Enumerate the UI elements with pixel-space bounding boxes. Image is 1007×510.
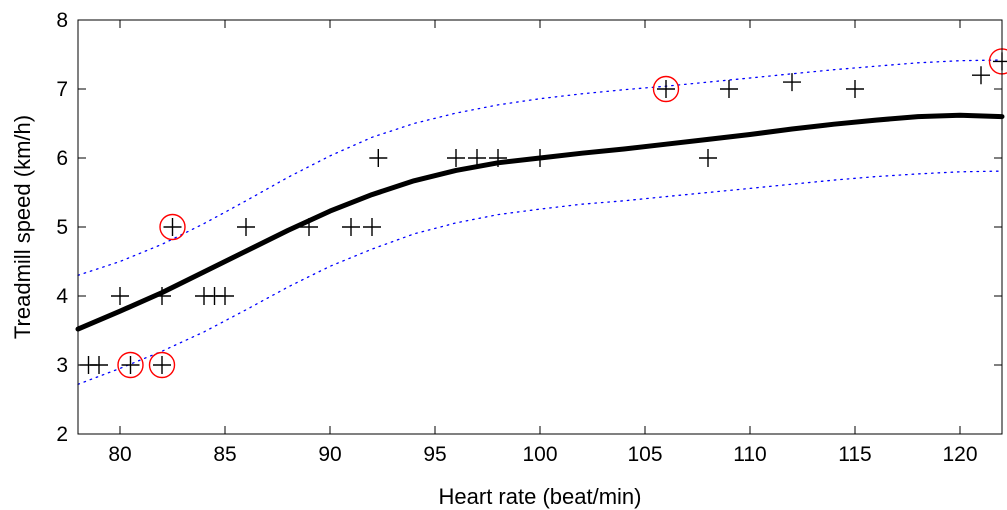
fit-curve-layer — [75, 112, 1005, 332]
data-point-16 — [468, 149, 486, 167]
x-tick-label-4: 100 — [522, 443, 557, 466]
data-point-1 — [90, 356, 108, 374]
confidence-band-layer — [77, 59, 1003, 385]
highlight-circles-layer — [117, 48, 1007, 379]
highlight-circle-1 — [148, 351, 176, 379]
data-point-22 — [783, 73, 801, 92]
plot-frame — [77, 19, 1003, 435]
data-points-layer — [79, 52, 1007, 374]
data-point-3 — [121, 356, 140, 374]
x-tick-label-1: 85 — [213, 443, 236, 466]
highlight-circle-0 — [117, 351, 144, 379]
data-point-14 — [369, 149, 388, 167]
y-tick-label-6: 8 — [56, 9, 68, 32]
data-point-23 — [846, 80, 864, 98]
data-point-5 — [153, 287, 171, 305]
data-point-21 — [720, 80, 738, 98]
data-point-12 — [342, 218, 360, 236]
y-tick-label-1: 3 — [56, 354, 68, 377]
y-tick-label-3: 5 — [56, 216, 68, 239]
y-tick-label-0: 2 — [56, 423, 68, 446]
x-tick-label-7: 115 — [838, 443, 871, 466]
data-point-25 — [993, 52, 1007, 71]
y-axis-label: Treadmill speed (km/h) — [10, 115, 35, 339]
y-tick-label-2: 4 — [56, 285, 68, 308]
data-point-9 — [216, 287, 234, 305]
x-tick-label-5: 105 — [627, 443, 662, 466]
highlight-circle-2 — [159, 213, 186, 241]
data-point-18 — [531, 149, 549, 167]
x-tick-label-3: 95 — [423, 443, 446, 466]
data-point-15 — [447, 149, 465, 167]
highlight-circle-3 — [652, 75, 680, 103]
y-tick-label-4: 6 — [56, 147, 68, 170]
data-point-13 — [363, 218, 381, 236]
data-point-11 — [300, 218, 318, 236]
axis-ticks-layer: 80 85 90 95 100 105 110 115 120 2 3 4 5 6 7 8 — [56, 9, 1002, 466]
x-tick-label-8: 120 — [942, 443, 977, 466]
data-point-2 — [111, 287, 129, 305]
x-tick-label-2: 90 — [318, 443, 341, 466]
data-point-4 — [153, 356, 171, 374]
data-point-6 — [163, 218, 182, 236]
data-point-24 — [972, 66, 990, 85]
data-point-20 — [699, 149, 717, 167]
data-point-19 — [657, 80, 675, 98]
x-axis-label: Heart rate (beat/min) — [439, 484, 642, 509]
x-tick-label-0: 80 — [108, 443, 131, 466]
data-point-10 — [237, 218, 255, 236]
upper-band-line — [77, 59, 1003, 276]
data-point-17 — [489, 149, 507, 167]
lower-band-line — [77, 170, 1003, 385]
fit-curve — [75, 112, 1005, 332]
y-tick-label-5: 7 — [56, 78, 68, 101]
x-tick-label-6: 110 — [733, 443, 766, 466]
